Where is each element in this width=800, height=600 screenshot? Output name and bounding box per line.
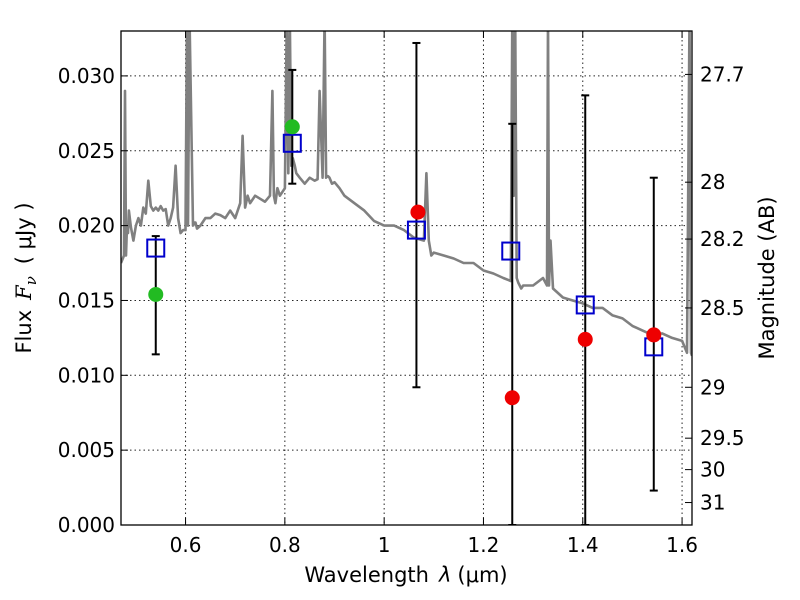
model-photometry-square: [146, 238, 166, 258]
y-tick-label: 0.025: [58, 139, 115, 163]
ticks: 0.6 0.8 1 1.2 1.4 1.6 0.000 0.005 0.010 0.015 0.02…: [58, 31, 745, 557]
y-axis-label: Flux Fν ( μJy ): [12, 202, 40, 353]
y-axis-label-unit: ( μJy ): [12, 202, 36, 264]
red-detection-point: [410, 204, 426, 220]
y2-tick-label: 31: [700, 491, 725, 515]
y-tick-label: 0.015: [58, 288, 115, 312]
plot-area: [121, 31, 692, 525]
model-photometry-square: [406, 220, 426, 240]
x-tick-label: 1.4: [567, 533, 599, 557]
green-detection-point: [284, 119, 300, 135]
x-tick-label: 1: [378, 533, 391, 557]
x-tick-label: 0.6: [170, 533, 202, 557]
y2-tick-label: 29.5: [700, 426, 745, 450]
x-tick-label: 1.2: [468, 533, 500, 557]
red-detection-point: [577, 331, 593, 347]
y2-tick-label: 27.7: [700, 62, 745, 86]
y2-axis-label: Magnitude (AB): [755, 196, 779, 359]
x-axis-label-main: Wavelength: [304, 563, 429, 587]
y-tick-label: 0.030: [58, 64, 115, 88]
y-tick-label: 0.000: [58, 513, 115, 537]
x-axis-label: Wavelength λ (μm): [304, 563, 507, 587]
x-tick-label: 0.8: [269, 533, 301, 557]
y2-tick-label: 28.5: [700, 296, 745, 320]
y-tick-label: 0.020: [58, 214, 115, 238]
grid: [121, 31, 692, 526]
red-detection-point: [646, 327, 662, 343]
x-axis-label-unit: (μm): [457, 563, 507, 587]
model-photometry-square: [501, 241, 521, 261]
y-tick-label: 0.005: [58, 438, 115, 462]
y2-tick-label: 29: [700, 375, 725, 399]
green-detection-point: [148, 286, 164, 302]
x-tick-label: 1.6: [666, 533, 698, 557]
y2-tick-label: 28: [700, 170, 725, 194]
y-axis-label-symbol: F: [12, 284, 36, 301]
plot-frame: [120, 30, 693, 526]
y-axis-label-symbol-sub: ν: [22, 276, 40, 285]
model-spectrum-line: [121, 31, 692, 357]
y2-tick-label: 28.2: [700, 227, 745, 251]
x-axis-label-symbol: λ: [438, 563, 451, 587]
red-detection-point: [504, 390, 520, 406]
y2-tick-label: 30: [700, 458, 725, 482]
y-tick-label: 0.010: [58, 363, 115, 387]
y-axis-label-main: Flux: [12, 310, 36, 354]
model-photometry-square: [575, 295, 595, 315]
model-photometry-square: [282, 133, 302, 153]
